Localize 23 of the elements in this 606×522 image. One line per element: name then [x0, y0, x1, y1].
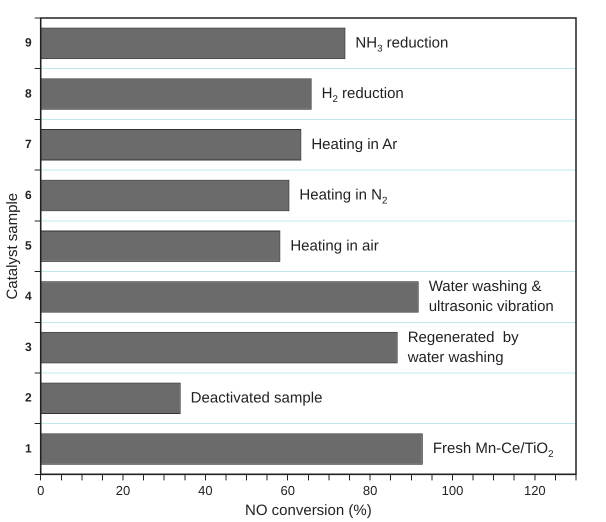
x-tick-label: 100 — [442, 482, 464, 498]
annotation: Water washing & ultrasonic vibration — [428, 278, 554, 316]
x-axis-title: NO conversion (%) — [244, 502, 372, 520]
x-tick-label: 40 — [198, 482, 213, 498]
annotation: Heating in air — [290, 237, 379, 254]
y-tick-label: 8 — [24, 86, 32, 100]
y-tick-label: 9 — [24, 36, 32, 50]
y-tick-label: 1 — [24, 441, 32, 456]
y-tick-label: 4 — [24, 289, 32, 304]
x-tick-label: 20 — [116, 482, 130, 498]
annotation: Deactivated sample — [190, 389, 322, 406]
y-tick-label: 5 — [24, 238, 32, 253]
x-tick-label: 80 — [362, 482, 378, 498]
x-tick-label: 0 — [37, 482, 44, 498]
x-tick-label: 60 — [280, 482, 295, 498]
annotation: Heating in Ar — [311, 136, 398, 153]
y-tick-label: 7 — [24, 137, 32, 152]
y-tick-label: 6 — [24, 188, 32, 202]
y-axis-title: Catalyst sample — [4, 192, 22, 300]
y-tick-label: 2 — [24, 390, 32, 405]
x-tick-label: 120 — [524, 482, 546, 498]
y-tick-label: 3 — [24, 340, 32, 354]
annotation: Regenerated by water washing — [406, 328, 520, 366]
